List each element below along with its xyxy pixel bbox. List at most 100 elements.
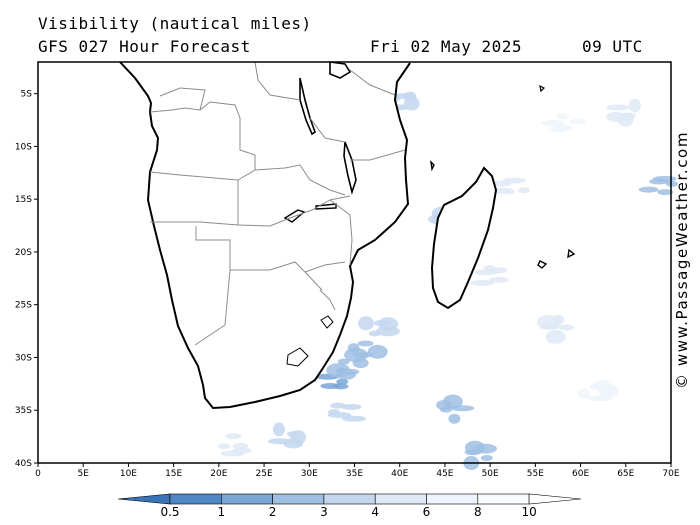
y-tick-label: 5S <box>21 90 33 100</box>
colorbar-label: 8 <box>474 505 482 519</box>
low-visibility-patch <box>558 324 575 331</box>
x-tick-label: 70E <box>662 469 679 479</box>
low-visibility-patch <box>347 343 360 354</box>
low-visibility-patch <box>541 120 566 127</box>
low-visibility-patch <box>337 358 350 365</box>
country-borders <box>149 61 406 346</box>
colorbar-label: 2 <box>269 505 277 519</box>
low-visibility-patch <box>470 279 495 286</box>
x-tick-label: 25E <box>256 469 273 479</box>
y-tick-label: 20S <box>15 248 32 258</box>
x-tick-label: 10E <box>120 469 137 479</box>
comoros-island <box>430 160 435 172</box>
low-visibility-patch <box>327 409 340 416</box>
y-tick-label: 35S <box>15 406 32 416</box>
low-visibility-patch <box>218 443 231 450</box>
low-visibility-patch <box>368 330 381 337</box>
forecast-label: GFS 027 Hour Forecast <box>38 37 251 56</box>
low-visibility-patch <box>357 340 374 347</box>
low-visibility-patch <box>450 405 475 412</box>
low-visibility-patch <box>320 383 341 390</box>
landmass-layer <box>119 61 576 410</box>
colorbar-label: 3 <box>320 505 328 519</box>
colorbar-legend: 0.5 1 2 3 4 6 8 10 <box>117 493 582 519</box>
axis-ticks: 0 5E 10E 15E 20E 25E 30E 35E 40E 45E 50E 55E 60E 65E 7… <box>15 90 680 479</box>
low-visibility-patch <box>665 180 678 187</box>
madagascar-coastline <box>430 166 498 310</box>
low-visibility-patch <box>587 395 612 402</box>
colorbar-segment <box>374 493 427 505</box>
low-visibility-patch <box>375 326 400 337</box>
reunion-island <box>537 260 548 269</box>
x-tick-label: 65E <box>617 469 634 479</box>
y-tick-label: 25S <box>15 301 32 311</box>
low-visibility-patch <box>358 316 375 331</box>
lake-tanganyika <box>299 77 316 136</box>
x-tick-label: 15E <box>165 469 182 479</box>
visibility-field <box>146 70 678 471</box>
chart-title: Visibility (nautical miles) <box>38 14 312 33</box>
colorbar-segment <box>426 493 479 505</box>
y-tick-label: 10S <box>15 142 32 152</box>
low-visibility-patch <box>556 113 569 120</box>
x-tick-label: 55E <box>527 469 544 479</box>
low-visibility-patch <box>480 455 493 462</box>
colorbar-segment <box>272 493 325 505</box>
lesotho-border <box>286 347 309 367</box>
colorbar-low-arrow <box>117 493 171 505</box>
africa-coastline <box>119 61 411 410</box>
mauritius-island <box>567 248 576 259</box>
low-visibility-patch <box>606 111 627 122</box>
low-visibility-patch <box>628 98 641 113</box>
seychelles-island <box>539 84 546 93</box>
low-visibility-patch <box>552 314 565 325</box>
low-visibility-patch <box>336 378 349 385</box>
low-visibility-patch <box>638 186 659 193</box>
low-visibility-patch <box>545 329 566 344</box>
colorbar-label: 1 <box>217 505 225 519</box>
x-tick-label: 40E <box>391 469 408 479</box>
low-visibility-patch <box>442 394 463 409</box>
y-tick-label: 30S <box>15 353 32 363</box>
x-tick-label: 50E <box>482 469 499 479</box>
forecast-time: 09 UTC <box>582 37 643 56</box>
low-visibility-patch <box>225 433 242 440</box>
x-tick-label: 30E <box>301 469 318 479</box>
colorbar-segment <box>221 493 273 505</box>
colorbar-label: 4 <box>371 505 379 519</box>
eswatini-border <box>320 315 334 329</box>
low-visibility-patch <box>569 118 586 125</box>
y-tick-label: 15S <box>15 195 32 205</box>
low-visibility-patch <box>578 388 591 399</box>
low-visibility-patch <box>326 363 351 378</box>
colorbar-segment <box>323 493 376 505</box>
low-visibility-patch <box>493 187 510 194</box>
colorbar-label: 6 <box>423 505 431 519</box>
low-visibility-patch <box>488 276 509 283</box>
x-tick-label: 45E <box>436 469 453 479</box>
low-visibility-patch <box>341 403 362 410</box>
low-visibility-patch <box>342 415 367 422</box>
forecast-date: Fri 02 May 2025 <box>370 37 522 56</box>
y-tick-label: 40S <box>15 459 32 469</box>
low-visibility-patch <box>605 104 630 111</box>
low-visibility-patch <box>502 177 527 184</box>
source-credit: © www.PassageWeather.com <box>673 130 691 390</box>
low-visibility-patch <box>598 383 619 398</box>
low-visibility-patch <box>367 344 388 359</box>
low-visibility-patch <box>220 450 245 457</box>
low-visibility-patch <box>232 442 249 449</box>
low-visibility-patch <box>272 422 285 437</box>
low-visibility-patch <box>518 187 531 194</box>
x-tick-label: 0 <box>35 469 41 479</box>
colorbar-segment <box>169 493 222 505</box>
colorbar-label: 0.5 <box>160 505 179 519</box>
low-visibility-patch <box>448 413 461 424</box>
x-tick-label: 5E <box>78 469 90 479</box>
low-visibility-patch <box>491 267 508 274</box>
x-tick-label: 60E <box>572 469 589 479</box>
low-visibility-patch <box>548 126 569 133</box>
colorbar-label: 10 <box>521 505 536 519</box>
x-tick-label: 20E <box>210 469 227 479</box>
